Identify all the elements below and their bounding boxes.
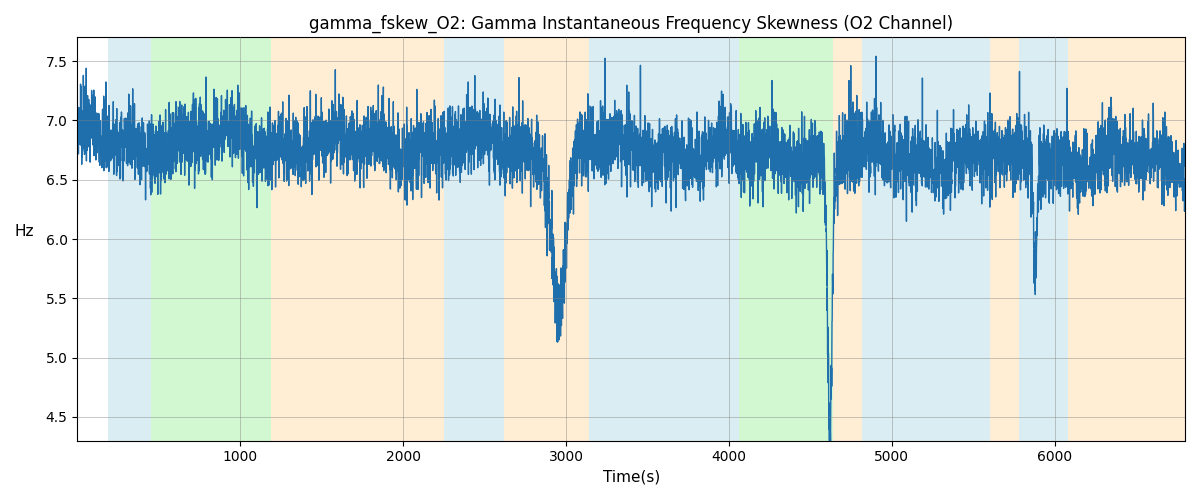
Y-axis label: Hz: Hz xyxy=(14,224,35,239)
Bar xyxy=(739,38,833,440)
Bar xyxy=(271,38,320,440)
Bar xyxy=(706,38,739,440)
Bar xyxy=(589,38,706,440)
Bar xyxy=(151,38,271,440)
Bar xyxy=(444,38,504,440)
Bar xyxy=(863,38,990,440)
Bar xyxy=(108,38,151,440)
Bar xyxy=(1019,38,1068,440)
Bar xyxy=(504,38,589,440)
Bar xyxy=(320,38,444,440)
X-axis label: Time(s): Time(s) xyxy=(602,470,660,485)
Bar xyxy=(1068,38,1184,440)
Title: gamma_fskew_O2: Gamma Instantaneous Frequency Skewness (O2 Channel): gamma_fskew_O2: Gamma Instantaneous Freq… xyxy=(310,15,953,34)
Bar xyxy=(990,38,1019,440)
Bar xyxy=(833,38,863,440)
